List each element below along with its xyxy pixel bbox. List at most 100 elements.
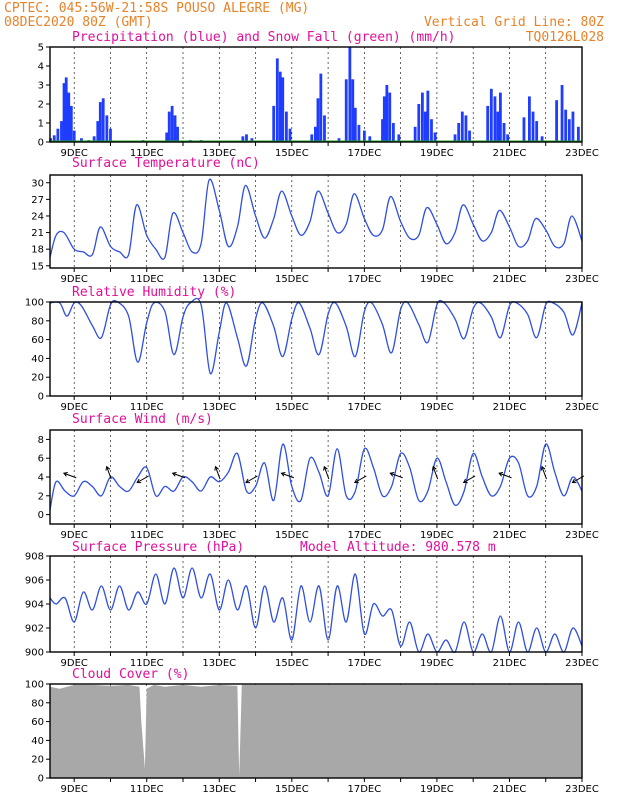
wind-xtick-label: 23DEC (565, 530, 599, 541)
precip-bar (460, 111, 464, 142)
pres-xtick-label: 21DEC (493, 658, 527, 669)
precip-xtick-label: 19DEC (420, 148, 454, 159)
rh-xtick-label: 13DEC (202, 402, 236, 413)
wind-arrow-head (323, 465, 328, 471)
pres-xtick-label: 17DEC (348, 658, 382, 669)
wind-arrow-head (62, 472, 68, 477)
rh-series-line (49, 297, 583, 375)
cloud-title: Cloud Cover (%) (72, 667, 189, 682)
precip-bar (275, 58, 279, 142)
precip-bar (382, 96, 386, 142)
cloud-ytick-label: 40 (31, 736, 44, 747)
pres-frame (49, 555, 583, 653)
precip-bar (98, 102, 102, 142)
rh-ytick-label: 40 (31, 354, 44, 365)
wind-arrow (323, 466, 330, 480)
rh-ytick-label: 100 (25, 298, 44, 309)
wind-arrow (432, 466, 439, 480)
temp-xtick-label: 19DEC (420, 274, 454, 285)
precip-ytick-label: 1 (38, 119, 44, 130)
wind-arrow (245, 475, 258, 483)
wind-arrow-head (353, 478, 359, 484)
cloud-ytick-label: 100 (25, 680, 44, 691)
rh-title: Relative Humidity (%) (72, 285, 236, 300)
precip-bar (430, 119, 433, 142)
precip-bar (486, 105, 490, 142)
precip-xtick-label: 15DEC (275, 148, 309, 159)
precip-bar (96, 121, 100, 142)
rh-xtick-label: 9DEC (61, 402, 88, 413)
wind-frame (49, 429, 583, 525)
wind-arrow-head (136, 478, 142, 484)
cloud-ytick-label: 20 (31, 755, 44, 766)
precip-bar (170, 105, 174, 142)
precip-bar (388, 92, 392, 142)
precip-bar (67, 92, 71, 142)
wind-arrow (172, 472, 186, 479)
temp-ytick-label: 18 (31, 245, 44, 256)
wind-series-line (49, 443, 583, 511)
pres-xtick-label: 9DEC (61, 658, 88, 669)
wind-xtick-label: 13DEC (202, 530, 236, 541)
pres-ytick-label: 900 (25, 648, 44, 659)
precip-xtick-label: 17DEC (348, 148, 382, 159)
wind-arrow-head (280, 472, 286, 477)
precip-bar (72, 130, 76, 142)
precip-bar (56, 128, 60, 142)
precip-bar (278, 71, 282, 142)
precip-ytick-label: 4 (38, 62, 44, 73)
wind-title: Surface Wind (m/s) (72, 412, 213, 427)
wind-arrow-head (498, 472, 504, 477)
precip-bar (493, 96, 497, 142)
header-run-date: 08DEC2020 80Z (GMT) (4, 15, 153, 30)
precip-bar (528, 96, 531, 142)
precip-bar (498, 92, 502, 142)
precip-bar (250, 138, 254, 142)
temp-panel: 15 18 21 24 27 30 9DEC 11DEC 13DEC 15DEC 17DEC 19DE… (31, 174, 599, 285)
pres-xtick-label: 13DEC (202, 658, 236, 669)
precip-bar (381, 119, 384, 142)
precip-bar (555, 100, 559, 142)
precip-bar (353, 107, 357, 142)
wind-arrow-head (462, 478, 468, 484)
precip-bar (337, 138, 341, 142)
precip-bar (314, 126, 317, 142)
precip-ytick-label: 0 (38, 138, 44, 149)
wind-arrow (136, 475, 149, 483)
pres-xtick-label: 19DEC (420, 658, 454, 669)
temp-ytick-label: 15 (31, 261, 44, 272)
temp-xtick-label: 15DEC (275, 274, 309, 285)
wind-xtick-label: 17DEC (348, 530, 382, 541)
wind-xtick-label: 15DEC (275, 530, 309, 541)
wind-ytick-label: 6 (38, 454, 44, 465)
precip-bar (433, 132, 437, 142)
precip-xtick-label: 23DEC (565, 148, 599, 159)
precip-bar (391, 123, 395, 142)
pres-xtick-label: 11DEC (130, 658, 164, 669)
precip-bar (69, 105, 73, 142)
precip-bar (101, 98, 105, 142)
rh-xtick-label: 15DEC (275, 402, 309, 413)
cloud-xtick-label: 19DEC (420, 784, 454, 795)
precip-bar (92, 136, 96, 142)
precip-bar (173, 115, 177, 142)
precip-xtick-label: 21DEC (493, 148, 527, 159)
pres-title: Surface Pressure (hPa) (72, 540, 244, 555)
rh-ytick-label: 20 (31, 373, 44, 384)
rh-xtick-label: 19DEC (420, 402, 454, 413)
wind-xtick-label: 11DEC (130, 530, 164, 541)
wind-ytick-label: 2 (38, 491, 44, 502)
wind-arrow-head (214, 465, 219, 471)
wind-arrow (281, 472, 295, 479)
wind-arrow-head (571, 478, 577, 484)
wind-arrow (63, 472, 77, 479)
temp-xtick-label: 11DEC (130, 274, 164, 285)
temp-xtick-label: 9DEC (61, 274, 88, 285)
temp-ytick-label: 21 (31, 228, 44, 239)
precip-bar (288, 128, 292, 142)
precip-bar (567, 119, 571, 142)
precip-bar (344, 79, 348, 142)
precip-frame (49, 46, 583, 143)
precip-bar (310, 134, 314, 142)
